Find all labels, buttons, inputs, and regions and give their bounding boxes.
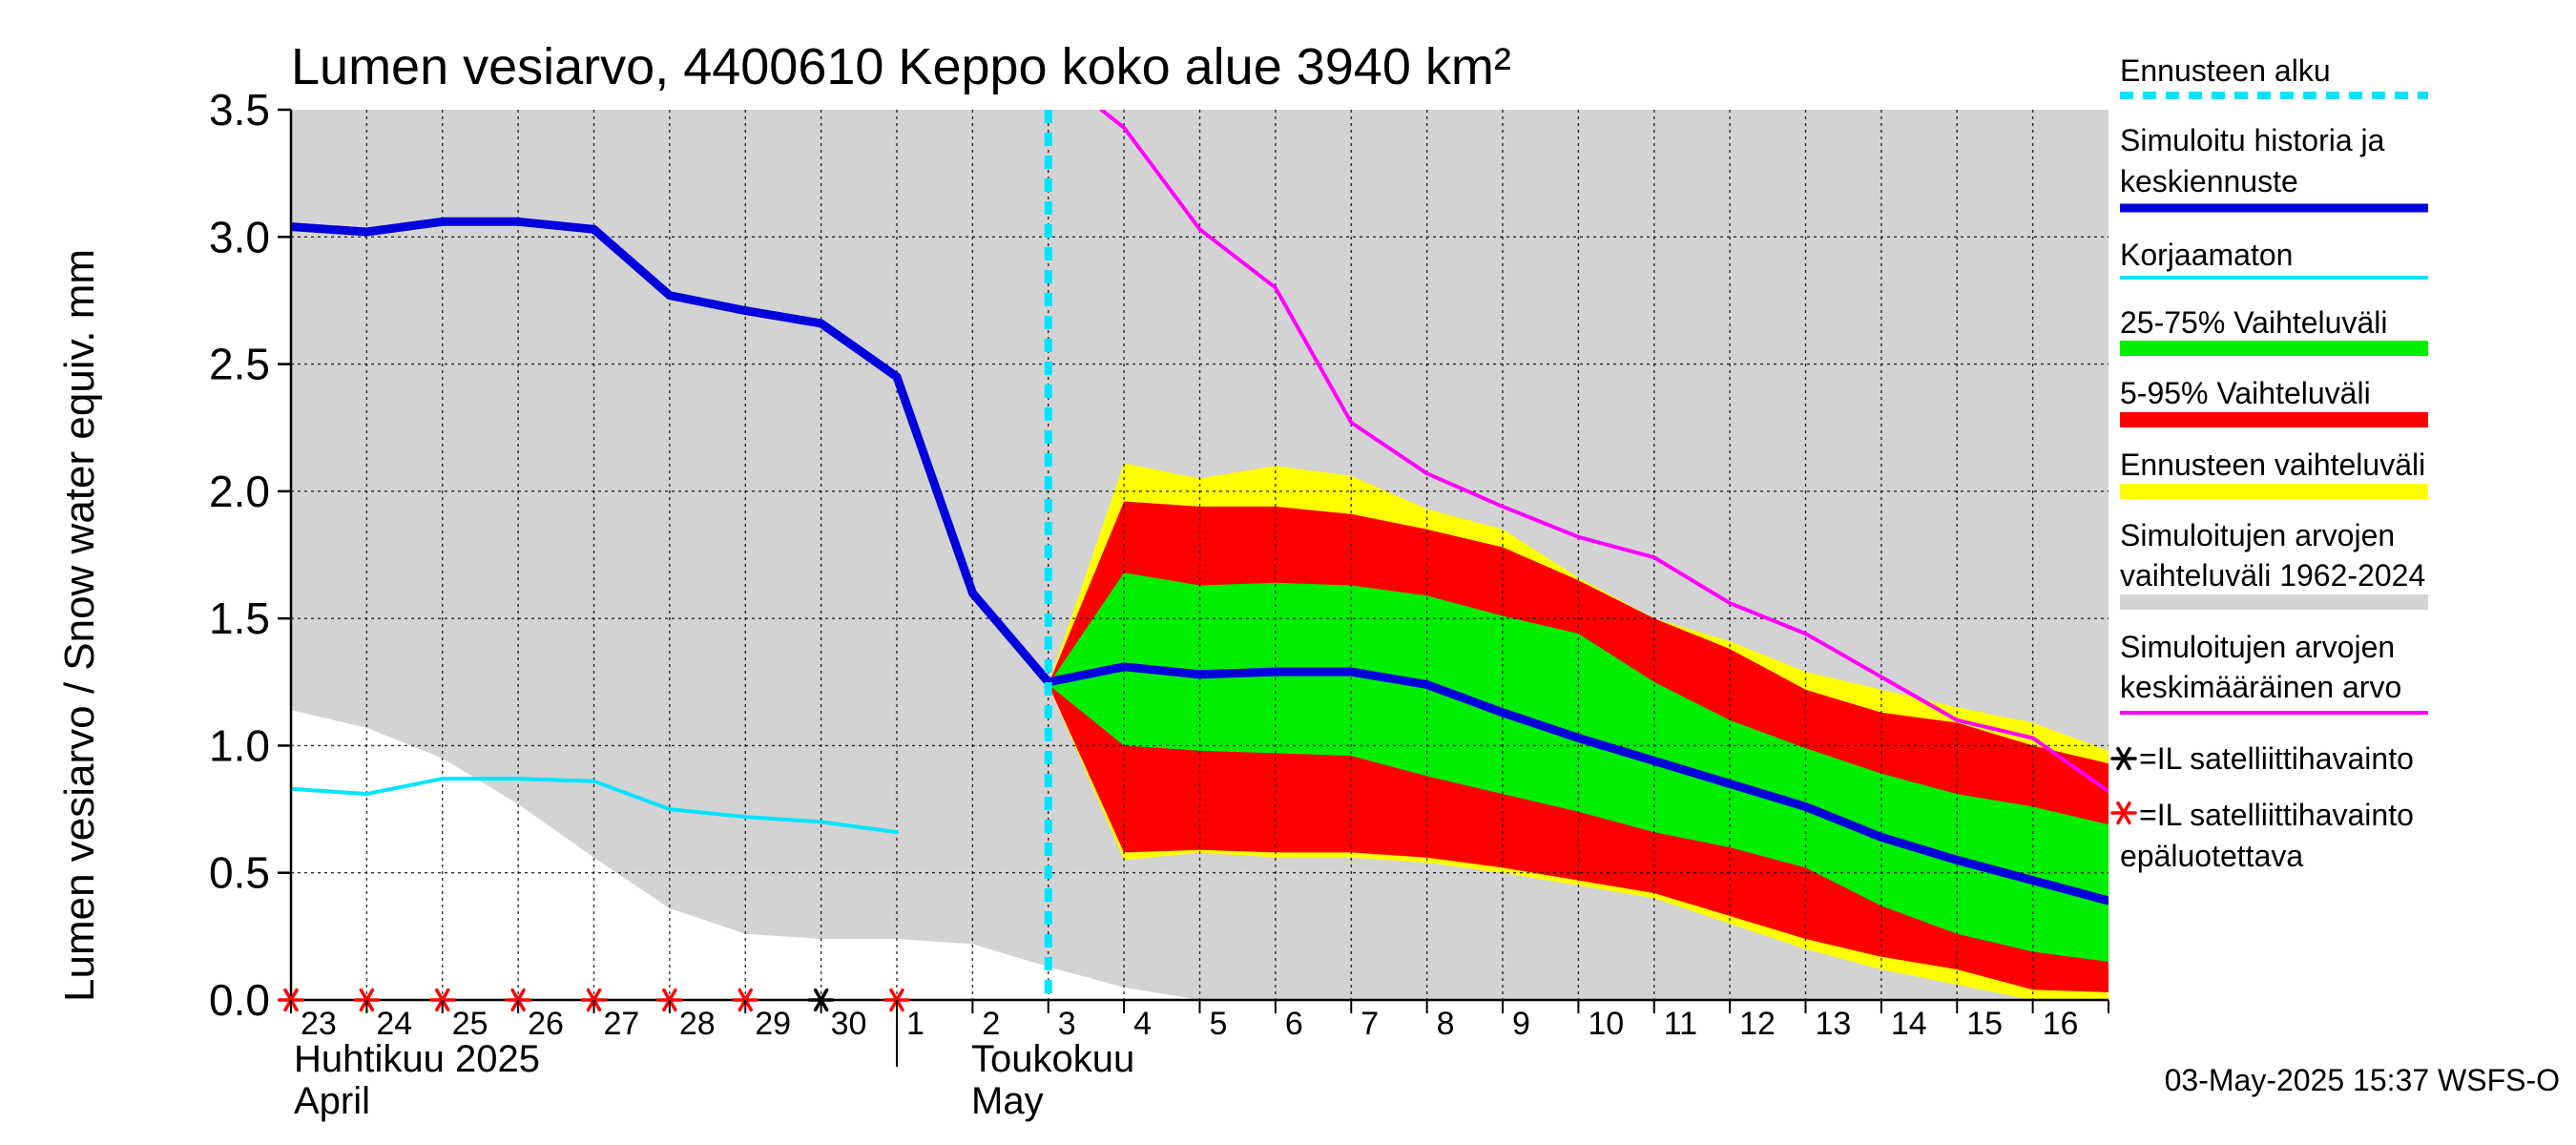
legend-item-simuloitu-historia-ja-keskiennuste: Simuloitu historia ja keskiennuste	[2120, 123, 2428, 213]
x-day-label-6: 6	[1285, 1006, 1303, 1042]
x-day-label-27: 27	[604, 1006, 640, 1042]
month-label-april-en: April	[294, 1080, 370, 1122]
legend-text-7-1: keskimääräinen arvo	[2120, 670, 2401, 704]
legend-text-7-0: Simuloitujen arvojen	[2120, 630, 2395, 664]
x-day-label-26: 26	[528, 1006, 564, 1042]
x-day-label-12: 12	[1739, 1006, 1776, 1042]
x-day-label-25: 25	[452, 1006, 488, 1042]
legend-item-ennusteen-vaihteluv-li: Ennusteen vaihteluväli	[2120, 448, 2428, 499]
line-korjaamaton	[291, 777, 899, 835]
y-tick-label-7: 3.5	[209, 85, 270, 135]
legend-marker-1	[2110, 801, 2137, 825]
x-day-label-1: 1	[906, 1006, 924, 1042]
x-day-label-4: 4	[1133, 1006, 1152, 1042]
legend-marker-text-0-0: =IL satelliittihavainto	[2139, 741, 2414, 776]
month-label-may-en: May	[971, 1080, 1044, 1122]
y-tick-label-5: 2.5	[209, 340, 270, 389]
timestamp: 03-May-2025 15:37 WSFS-O	[2165, 1063, 2560, 1097]
month-label-april-fi: Huhtikuu 2025	[294, 1038, 540, 1080]
x-day-label-28: 28	[679, 1006, 716, 1042]
legend-text-3-0: 25-75% Vaihteluväli	[2120, 305, 2387, 340]
x-day-label-24: 24	[376, 1006, 412, 1042]
legend-text-6-0: Simuloitujen arvojen	[2120, 518, 2395, 552]
x-day-label-8: 8	[1437, 1006, 1455, 1042]
x-day-label-10: 10	[1588, 1006, 1624, 1042]
legend-text-5-0: Ennusteen vaihteluväli	[2120, 448, 2425, 482]
y-tick-label-2: 1.0	[209, 720, 270, 770]
x-day-label-15: 15	[1966, 1006, 2003, 1042]
x-day-label-7: 7	[1361, 1006, 1379, 1042]
y-tick-label-4: 2.0	[209, 467, 270, 516]
x-day-label-9: 9	[1512, 1006, 1530, 1042]
month-label-may-fi: Toukokuu	[971, 1038, 1134, 1080]
x-day-label-13: 13	[1816, 1006, 1852, 1042]
y-tick-label-0: 0.0	[209, 975, 270, 1025]
x-day-label-30: 30	[831, 1006, 867, 1042]
legend-item-ennusteen-alku: Ennusteen alku	[2120, 53, 2428, 99]
x-day-label-3: 3	[1058, 1006, 1076, 1042]
legend-text-1-0: Simuloitu historia ja	[2120, 123, 2385, 157]
legend-item-5-95-vaihteluv-li: 5-95% Vaihteluväli	[2120, 376, 2428, 427]
legend-marker-0	[2110, 746, 2137, 771]
legend-marker-text-1-0: =IL satelliittihavainto	[2139, 798, 2414, 832]
x-day-label-16: 16	[2043, 1006, 2079, 1042]
x-day-label-23: 23	[301, 1006, 337, 1042]
y-tick-label-6: 3.0	[209, 212, 270, 261]
y-axis-label: Lumen vesiarvo / Snow water equiv. mm	[56, 249, 103, 1002]
x-day-label-5: 5	[1210, 1006, 1228, 1042]
legend: Ennusteen alku Simuloitu historia ja keski…	[2110, 53, 2428, 873]
legend-item-korjaamaton: Korjaamaton	[2120, 238, 2428, 280]
line-simuloitujen-arvojen-keskim-r-inen-arvo	[1099, 110, 2109, 794]
x-day-label-2: 2	[982, 1006, 1000, 1042]
line-simuloitu-historia-ja-keskiennuste	[291, 217, 2109, 906]
legend-item-25-75-vaihteluv-li: 25-75% Vaihteluväli	[2120, 305, 2428, 356]
legend-item-simuloitujen-arvojen-keskim-r-inen-arvo: Simuloitujen arvojen keskimääräinen arvo	[2120, 630, 2428, 715]
legend-text-1-1: keskiennuste	[2120, 164, 2298, 198]
y-tick-label-3: 1.5	[209, 593, 270, 643]
x-day-label-14: 14	[1891, 1006, 1927, 1042]
legend-item-marker-1: =IL satelliittihavainto epäluotettava	[2110, 798, 2414, 873]
plot-area: 0.0 0.5 1.0 1.5 2.0 2.5 3.0 3.5	[209, 85, 2109, 1025]
legend-text-2-0: Korjaamaton	[2120, 238, 2293, 272]
legend-item-marker-0: =IL satelliittihavainto	[2110, 741, 2414, 776]
x-axis: 23 24 25 26 27 28 29 30 1 2 3 4 5 6 7 8 9 10 11 12 13 14 15 16	[290, 1000, 2109, 1067]
legend-text-4-0: 5-95% Vaihteluväli	[2120, 376, 2371, 410]
legend-item-simuloitujen-arvojen-vaihteluv-li-1962-2024: Simuloitujen arvojen vaihteluväli 1962-20…	[2120, 518, 2428, 610]
chart-title: Lumen vesiarvo, 4400610 Keppo koko alue …	[291, 38, 1511, 95]
y-tick-label-1: 0.5	[209, 848, 270, 898]
legend-marker-text-1-1: epäluotettava	[2120, 839, 2303, 873]
x-day-label-29: 29	[755, 1006, 791, 1042]
legend-text-6-1: vaihteluväli 1962-2024	[2120, 558, 2425, 593]
legend-text-0-0: Ennusteen alku	[2120, 53, 2331, 88]
x-day-label-11: 11	[1664, 1006, 1697, 1042]
